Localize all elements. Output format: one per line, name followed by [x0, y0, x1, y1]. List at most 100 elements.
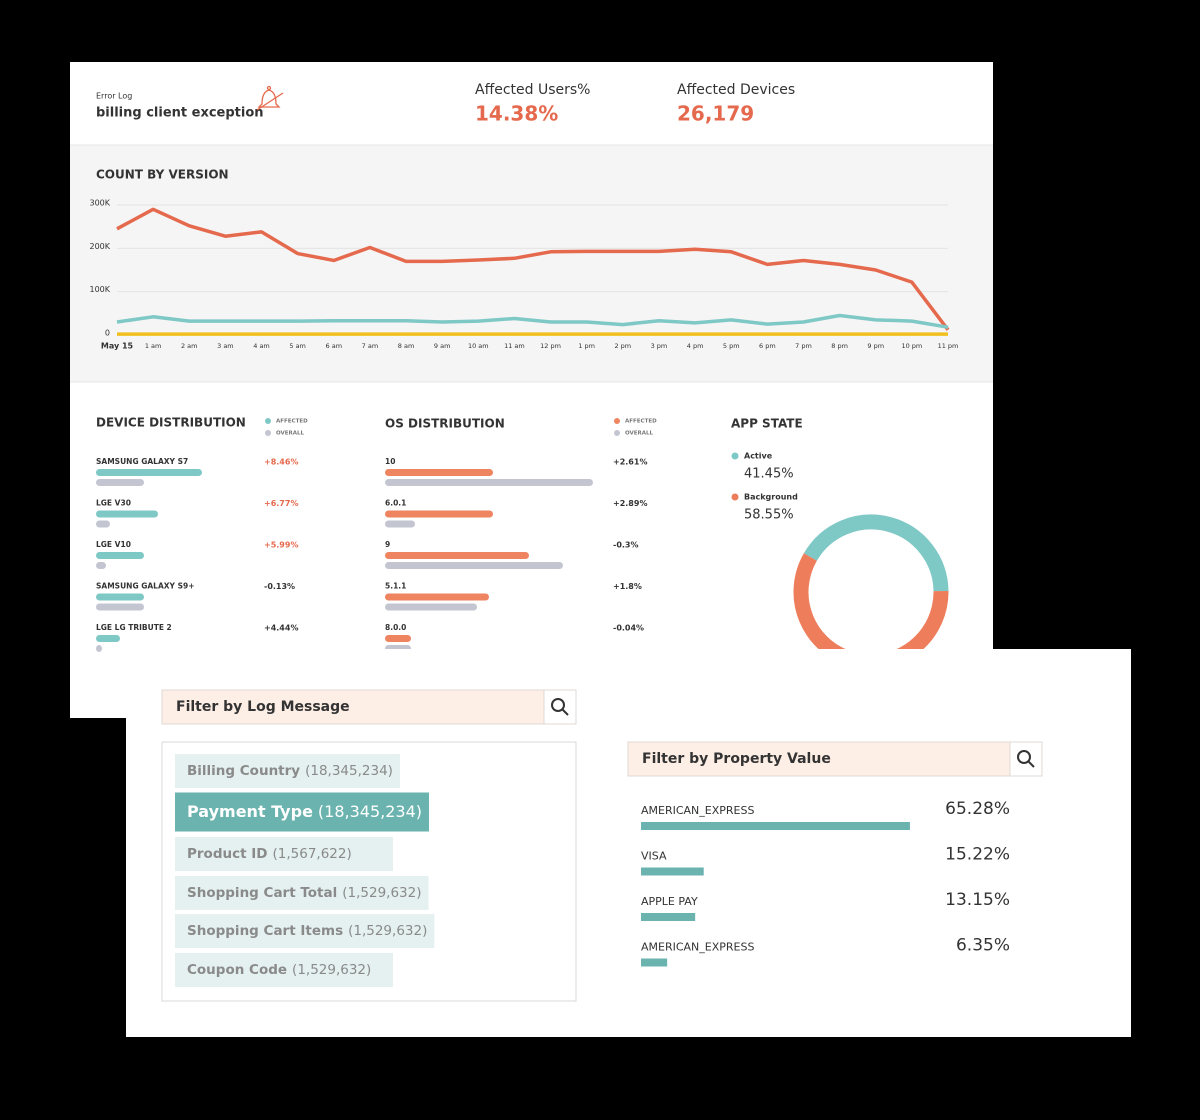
row-label: VISA	[641, 850, 667, 863]
search-input[interactable]	[161, 689, 577, 725]
item-count: (1,529,632)	[342, 885, 421, 901]
item-count: (18,345,234)	[305, 763, 393, 779]
search-button[interactable]	[1009, 741, 1043, 777]
bar	[96, 593, 144, 601]
top-card: Error Log billing client exception Affec…	[70, 62, 993, 718]
header-label: Error Log	[96, 92, 132, 101]
list-item[interactable]	[175, 953, 393, 987]
y-tick-label: 200K	[89, 242, 110, 251]
legend-label: AFFECTED	[625, 419, 657, 425]
bar	[96, 552, 144, 559]
bar	[385, 510, 493, 518]
x-tick-label: 1 pm	[578, 342, 595, 350]
legend-value: 41.45%	[744, 467, 794, 482]
x-tick-label: 11 am	[504, 342, 525, 350]
value-label: 6.35%	[956, 936, 1010, 956]
x-tick-label: 2 pm	[614, 342, 631, 350]
bar	[385, 469, 493, 476]
filter-panel: Filter by Log Message Filter by Property…	[161, 689, 1043, 1002]
x-tick-label: May 15	[101, 342, 134, 351]
list-item[interactable]	[175, 876, 429, 910]
search-button[interactable]	[543, 689, 577, 725]
x-tick-label: 5 pm	[723, 342, 740, 350]
search-placeholder: Filter by Log Message	[176, 699, 350, 715]
item-count: (1,529,632)	[348, 923, 427, 939]
legend-swatch	[731, 493, 739, 501]
row-label: AMERICAN_EXPRESS	[641, 804, 754, 817]
legend-label: AFFECTED	[276, 419, 308, 425]
bar	[96, 645, 102, 652]
bar	[96, 510, 158, 518]
bar	[385, 603, 477, 611]
x-tick-label: 5 am	[289, 342, 306, 350]
y-tick-label: 100K	[89, 285, 110, 294]
bar	[96, 479, 144, 486]
item-count: (1,567,622)	[273, 846, 352, 862]
legend-swatch	[265, 430, 271, 436]
legend-value: 58.55%	[744, 508, 794, 523]
x-tick-label: 12 pm	[540, 342, 561, 350]
bar	[641, 822, 910, 830]
row-label: LGE V30	[96, 499, 131, 508]
stat-label: Affected Devices	[677, 82, 795, 98]
bar	[96, 635, 120, 642]
x-tick-label: 3 am	[217, 342, 234, 350]
value-label: 13.15%	[945, 890, 1010, 910]
x-tick-label: 7 am	[362, 342, 379, 350]
item-count: (18,345,234)	[318, 802, 422, 821]
section-title: DEVICE DISTRIBUTION	[96, 416, 246, 430]
stat-value: 26,179	[677, 102, 754, 126]
change-label: +2.61%	[613, 458, 647, 467]
list-item-text: Billing Country (18,345,234)	[187, 763, 393, 779]
x-tick-label: 10 pm	[901, 342, 922, 350]
bar	[641, 867, 704, 876]
change-label: -0.3%	[613, 541, 639, 550]
item-name: Product ID	[187, 846, 268, 862]
item-name: Coupon Code	[187, 962, 287, 978]
legend-label: Active	[744, 452, 773, 461]
list-item[interactable]	[175, 914, 435, 948]
change-label: +8.46%	[264, 458, 298, 467]
bar	[641, 958, 668, 967]
y-tick-label: 300K	[89, 199, 110, 208]
donut-segment	[803, 514, 949, 592]
stat-label: Affected Users%	[475, 82, 590, 98]
bar	[96, 603, 144, 611]
legend-label: Background	[744, 493, 798, 502]
search-input[interactable]	[627, 741, 1043, 777]
list-item[interactable]	[175, 754, 400, 788]
row-label: SAMSUNG GALAXY S7	[96, 457, 188, 466]
change-label: +1.8%	[613, 582, 642, 591]
list-item[interactable]	[175, 837, 393, 871]
bar	[641, 913, 696, 921]
x-tick-label: 9 am	[434, 342, 451, 350]
bar	[385, 520, 415, 528]
search-icon	[551, 698, 569, 716]
list-item-text: Payment Type (18,345,234)	[187, 802, 422, 821]
row-label: LGE V10	[96, 540, 131, 549]
list-item-text: Shopping Cart Items (1,529,632)	[187, 923, 427, 939]
line-series	[116, 313, 949, 329]
x-tick-label: 2 am	[181, 342, 198, 350]
row-label: 9	[385, 540, 390, 549]
list-item-text: Coupon Code (1,529,632)	[187, 962, 371, 978]
item-name: Billing Country	[187, 763, 300, 779]
value-label: 65.28%	[945, 799, 1010, 819]
section-title: APP STATE	[731, 417, 803, 431]
row-label: AMERICAN_EXPRESS	[641, 941, 754, 954]
legend-swatch	[614, 430, 620, 436]
x-tick-label: 3 pm	[651, 342, 668, 350]
list-item[interactable]	[175, 792, 430, 832]
legend-label: OVERALL	[276, 431, 305, 437]
x-tick-label: 7 pm	[795, 342, 812, 350]
change-label: -0.04%	[613, 624, 644, 633]
bar	[385, 635, 411, 642]
section-title: OS DISTRIBUTION	[385, 417, 505, 431]
x-tick-label: 4 am	[253, 342, 270, 350]
row-label: APPLE PAY	[641, 895, 698, 908]
bar	[96, 469, 202, 476]
row-label: 8.0.0	[385, 623, 406, 632]
x-tick-label: 6 am	[326, 342, 343, 350]
x-tick-label: 1 am	[145, 342, 162, 350]
list-item-text: Shopping Cart Total (1,529,632)	[187, 885, 422, 901]
